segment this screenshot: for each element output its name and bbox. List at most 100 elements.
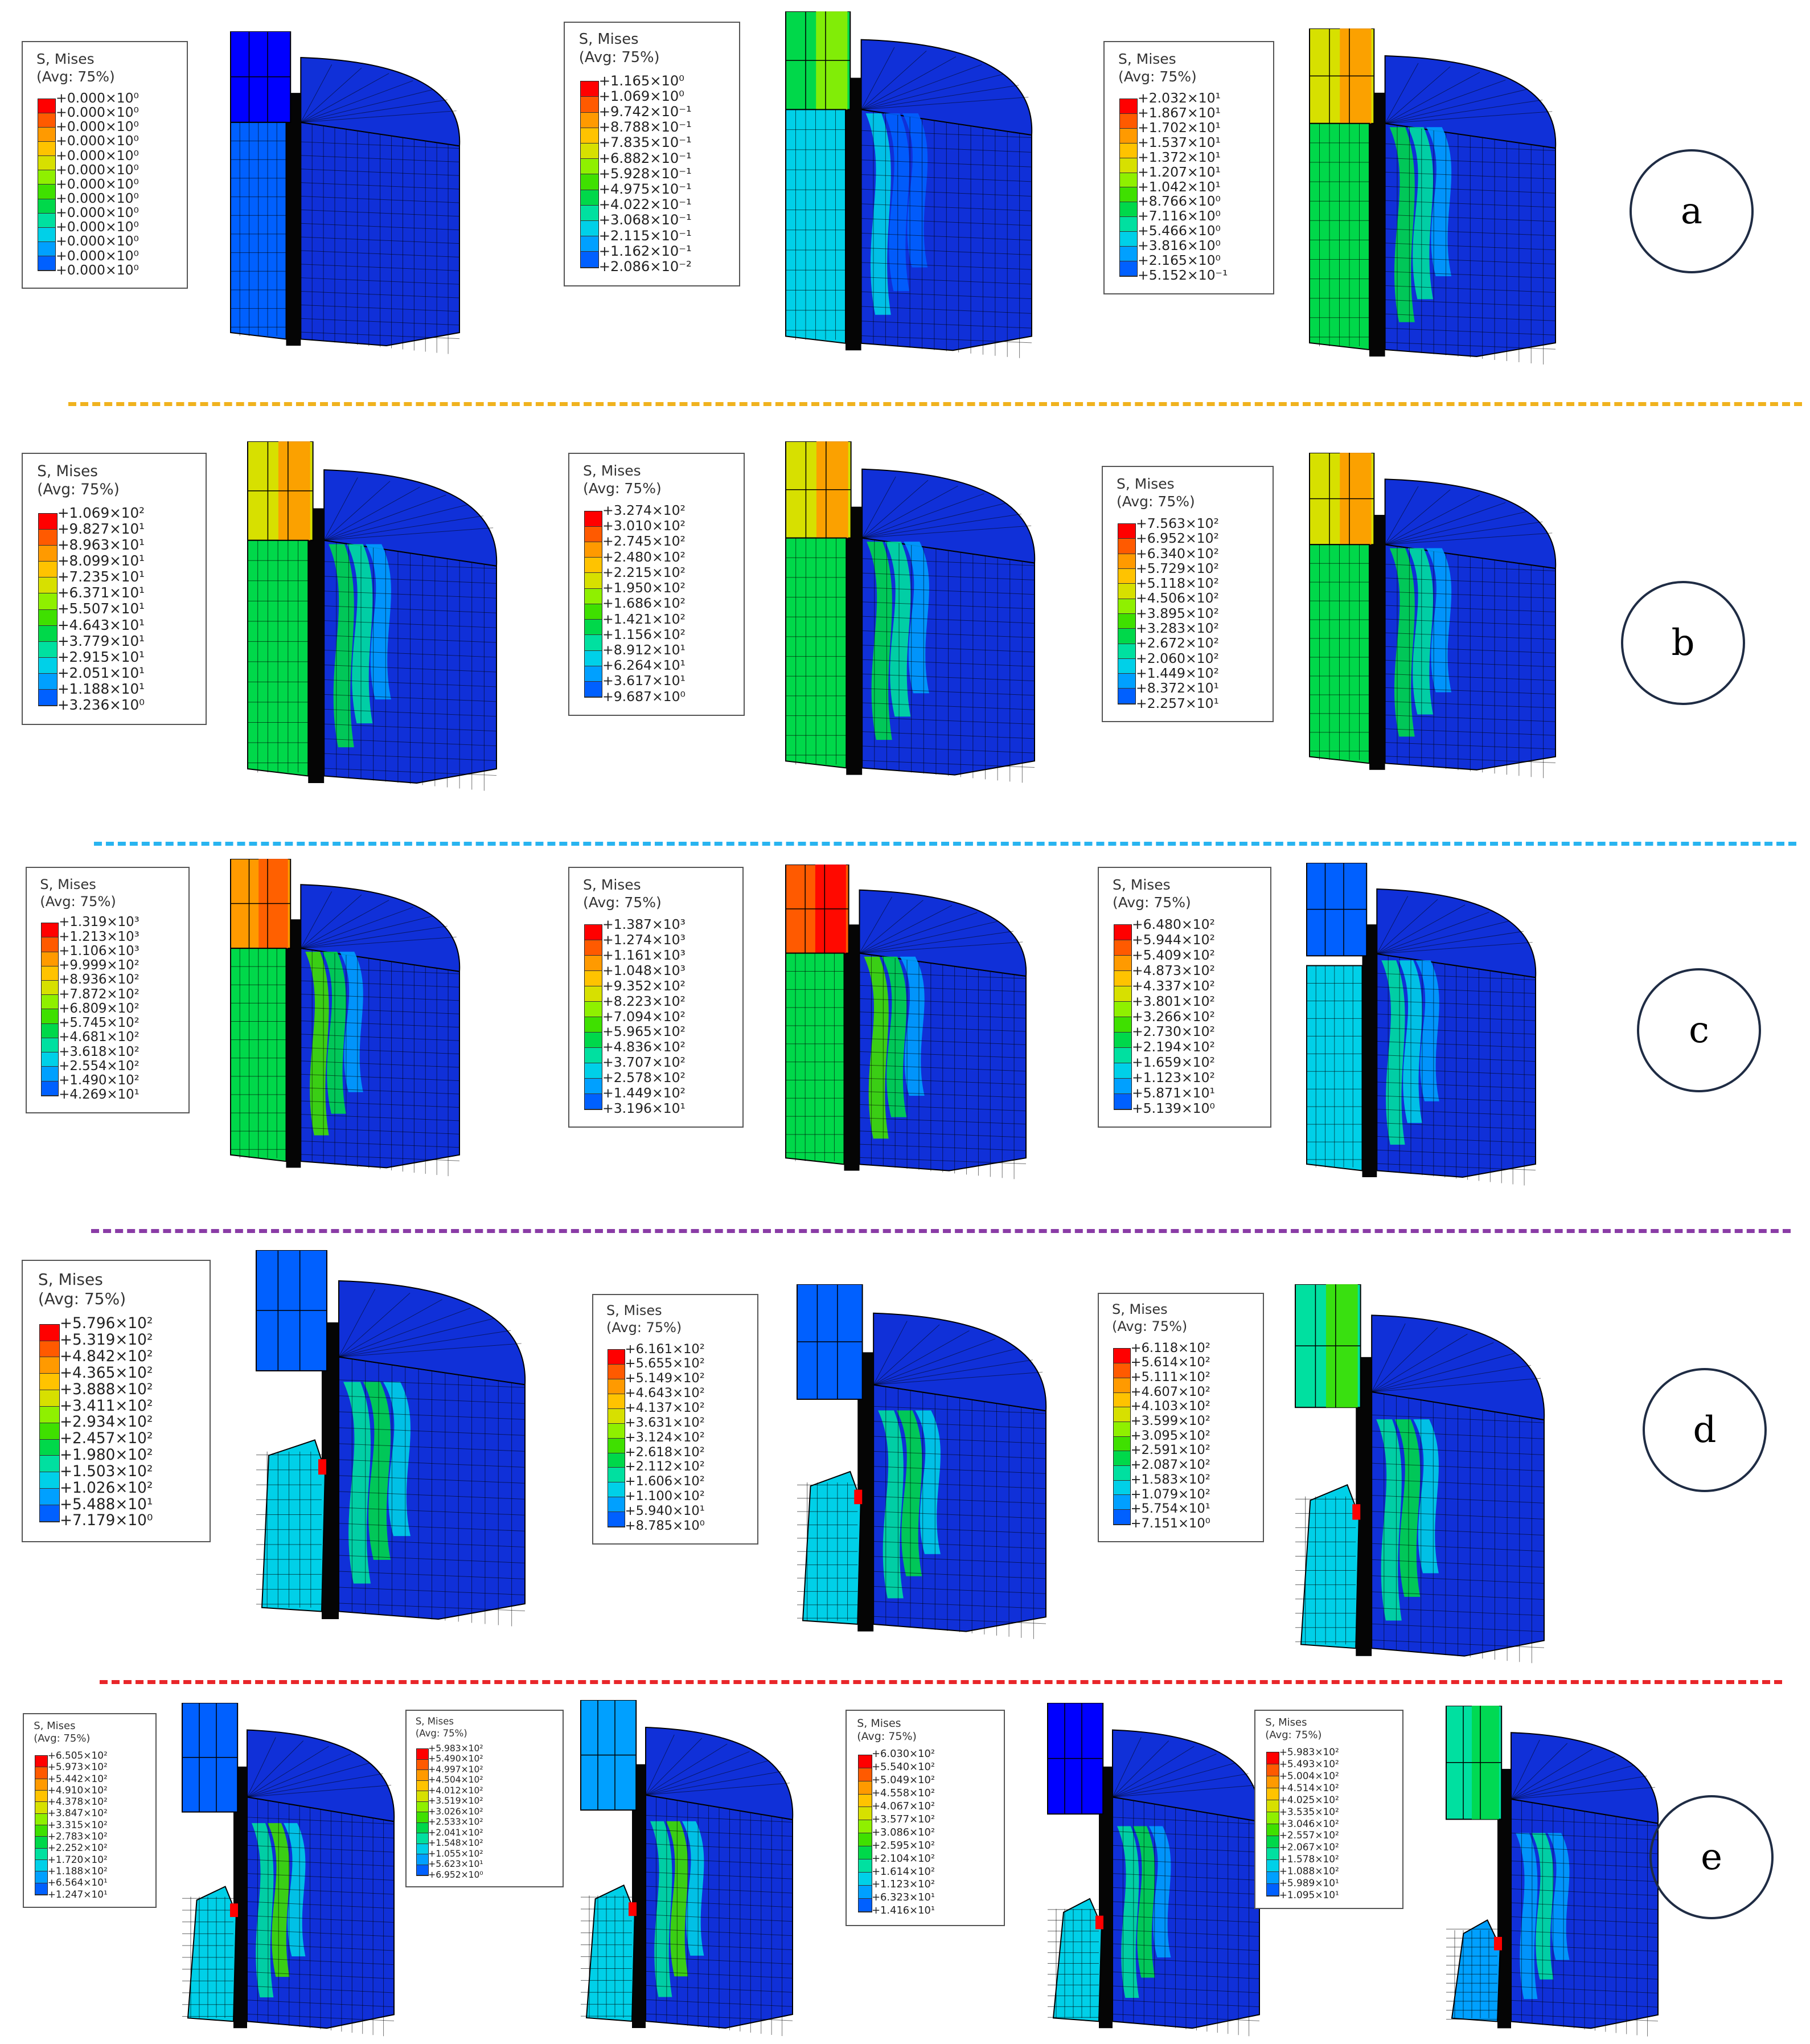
mesh-line (873, 1526, 1046, 1534)
legend-value: +8.788×10⁻¹ (598, 119, 692, 136)
legend-value: +7.835×10⁻¹ (598, 134, 692, 151)
mesh-line (301, 264, 460, 271)
mesh-line (300, 67, 362, 123)
mesh-line (324, 635, 497, 643)
mesh-line (1372, 1463, 1545, 1472)
fem-mesh-plot (1446, 1706, 1659, 2037)
mesh-line (1372, 1575, 1545, 1584)
legend-color-band (608, 1512, 625, 1527)
legend-value: +9.352×10² (602, 977, 686, 994)
mesh-line (861, 485, 958, 539)
mesh-line (873, 1481, 1046, 1489)
legend-value: +2.730×10² (1132, 1023, 1215, 1040)
legend-color-band (858, 1872, 872, 1886)
mesh-line (301, 73, 389, 123)
stress-contour-band (867, 542, 892, 740)
mesh-line (859, 1078, 1027, 1085)
legend-value: +4.378×10² (47, 1796, 108, 1808)
legend-value: +1.123×10² (1132, 1070, 1215, 1086)
legend-value: +8.223×10² (602, 993, 686, 1009)
mesh-line (873, 1616, 1046, 1624)
mesh-line (1372, 1478, 1545, 1488)
legend-color-band (585, 1078, 602, 1094)
mesh-line (338, 1475, 526, 1484)
stress-contour-band (1398, 960, 1422, 1123)
legend-value: +6.323×10¹ (872, 1891, 935, 1904)
legend-color-band (1118, 644, 1135, 659)
mesh-line (861, 232, 1032, 241)
legend-color-bar (584, 510, 602, 698)
blank-slug (802, 1470, 861, 1625)
legend-color-band (39, 689, 57, 706)
legend-color-band (1113, 1392, 1130, 1408)
mesh-line (645, 1999, 793, 2007)
legend-color-band (585, 1032, 602, 1048)
row-label-circle: a (1630, 149, 1754, 273)
legend-color-band (40, 1472, 59, 1489)
mesh-line (324, 768, 497, 776)
mesh-line (338, 1299, 442, 1358)
mesh-line (645, 1857, 793, 1865)
legend-value: +2.215×10² (602, 564, 686, 580)
mesh-line (859, 921, 998, 954)
mesh-line (1385, 742, 1556, 749)
mesh-line (324, 723, 497, 732)
legend-title: S, Mises (Avg: 75%) (1265, 1717, 1321, 1742)
mesh-line (301, 141, 460, 149)
mesh-line (645, 1760, 768, 1796)
mesh-line (338, 1587, 526, 1595)
die-top-surface (861, 468, 1036, 564)
legend-value: +4.269×10¹ (59, 1087, 139, 1103)
legend-color-band (1120, 173, 1137, 188)
mesh-line (645, 1734, 675, 1796)
stress-contour-band (1394, 1419, 1421, 1597)
legend-color-bar (38, 513, 58, 706)
legend-value: +5.004×10² (1279, 1769, 1339, 1781)
mesh-line (1376, 899, 1438, 955)
legend-color-band (1113, 1349, 1130, 1364)
mesh-line (861, 321, 1032, 329)
mesh-line (1385, 494, 1480, 545)
legend-color-band (42, 1067, 59, 1082)
mesh-line (861, 262, 1032, 270)
mesh-line (247, 1746, 329, 1797)
legend-value: +2.533×10² (428, 1817, 483, 1828)
mesh-line (1385, 502, 1506, 545)
legend-value: +7.563×10² (1136, 515, 1219, 531)
legend-color-band (1266, 1824, 1279, 1836)
legend-color-band (858, 1898, 872, 1912)
mesh-line (247, 1971, 395, 1979)
mesh-line (338, 1539, 526, 1547)
crack-tip-hotspot (230, 1903, 238, 1918)
fem-mesh-plot (230, 859, 461, 1177)
legend-title-averaging: (Avg: 75%) (583, 894, 662, 911)
mesh-line (301, 155, 460, 162)
mesh-line (301, 1100, 460, 1108)
mesh-line (1385, 171, 1556, 179)
mesh-line (1377, 986, 1536, 994)
mesh-line (1112, 1737, 1142, 1797)
fem-mesh-plot (247, 441, 498, 791)
row-label-circle: e (1649, 1795, 1774, 1919)
legend-color-band (608, 1350, 625, 1365)
legend-color-band (1266, 1848, 1279, 1860)
mesh-line (324, 591, 497, 599)
legend-value: +6.505×10² (47, 1749, 108, 1761)
mesh-line (859, 998, 1027, 1006)
mesh-line (862, 688, 1035, 696)
mesh-line (338, 1523, 526, 1531)
mesh-line (247, 1887, 395, 1895)
mesh-line (247, 1817, 395, 1825)
legend-title-averaging: (Avg: 75%) (857, 1730, 917, 1743)
mesh-line (645, 1743, 728, 1796)
legend-color-band (585, 971, 602, 987)
mesh-line (1511, 1787, 1656, 1800)
mesh-line (1377, 1054, 1536, 1062)
mesh-line (1385, 285, 1556, 293)
legend-color-band (580, 97, 598, 113)
mesh-line (862, 645, 1035, 653)
legend-color-band (1114, 1032, 1131, 1048)
mesh-line (338, 1330, 511, 1358)
legend-value: +1.606×10² (625, 1474, 705, 1489)
fem-mesh-plot (256, 1250, 526, 1627)
